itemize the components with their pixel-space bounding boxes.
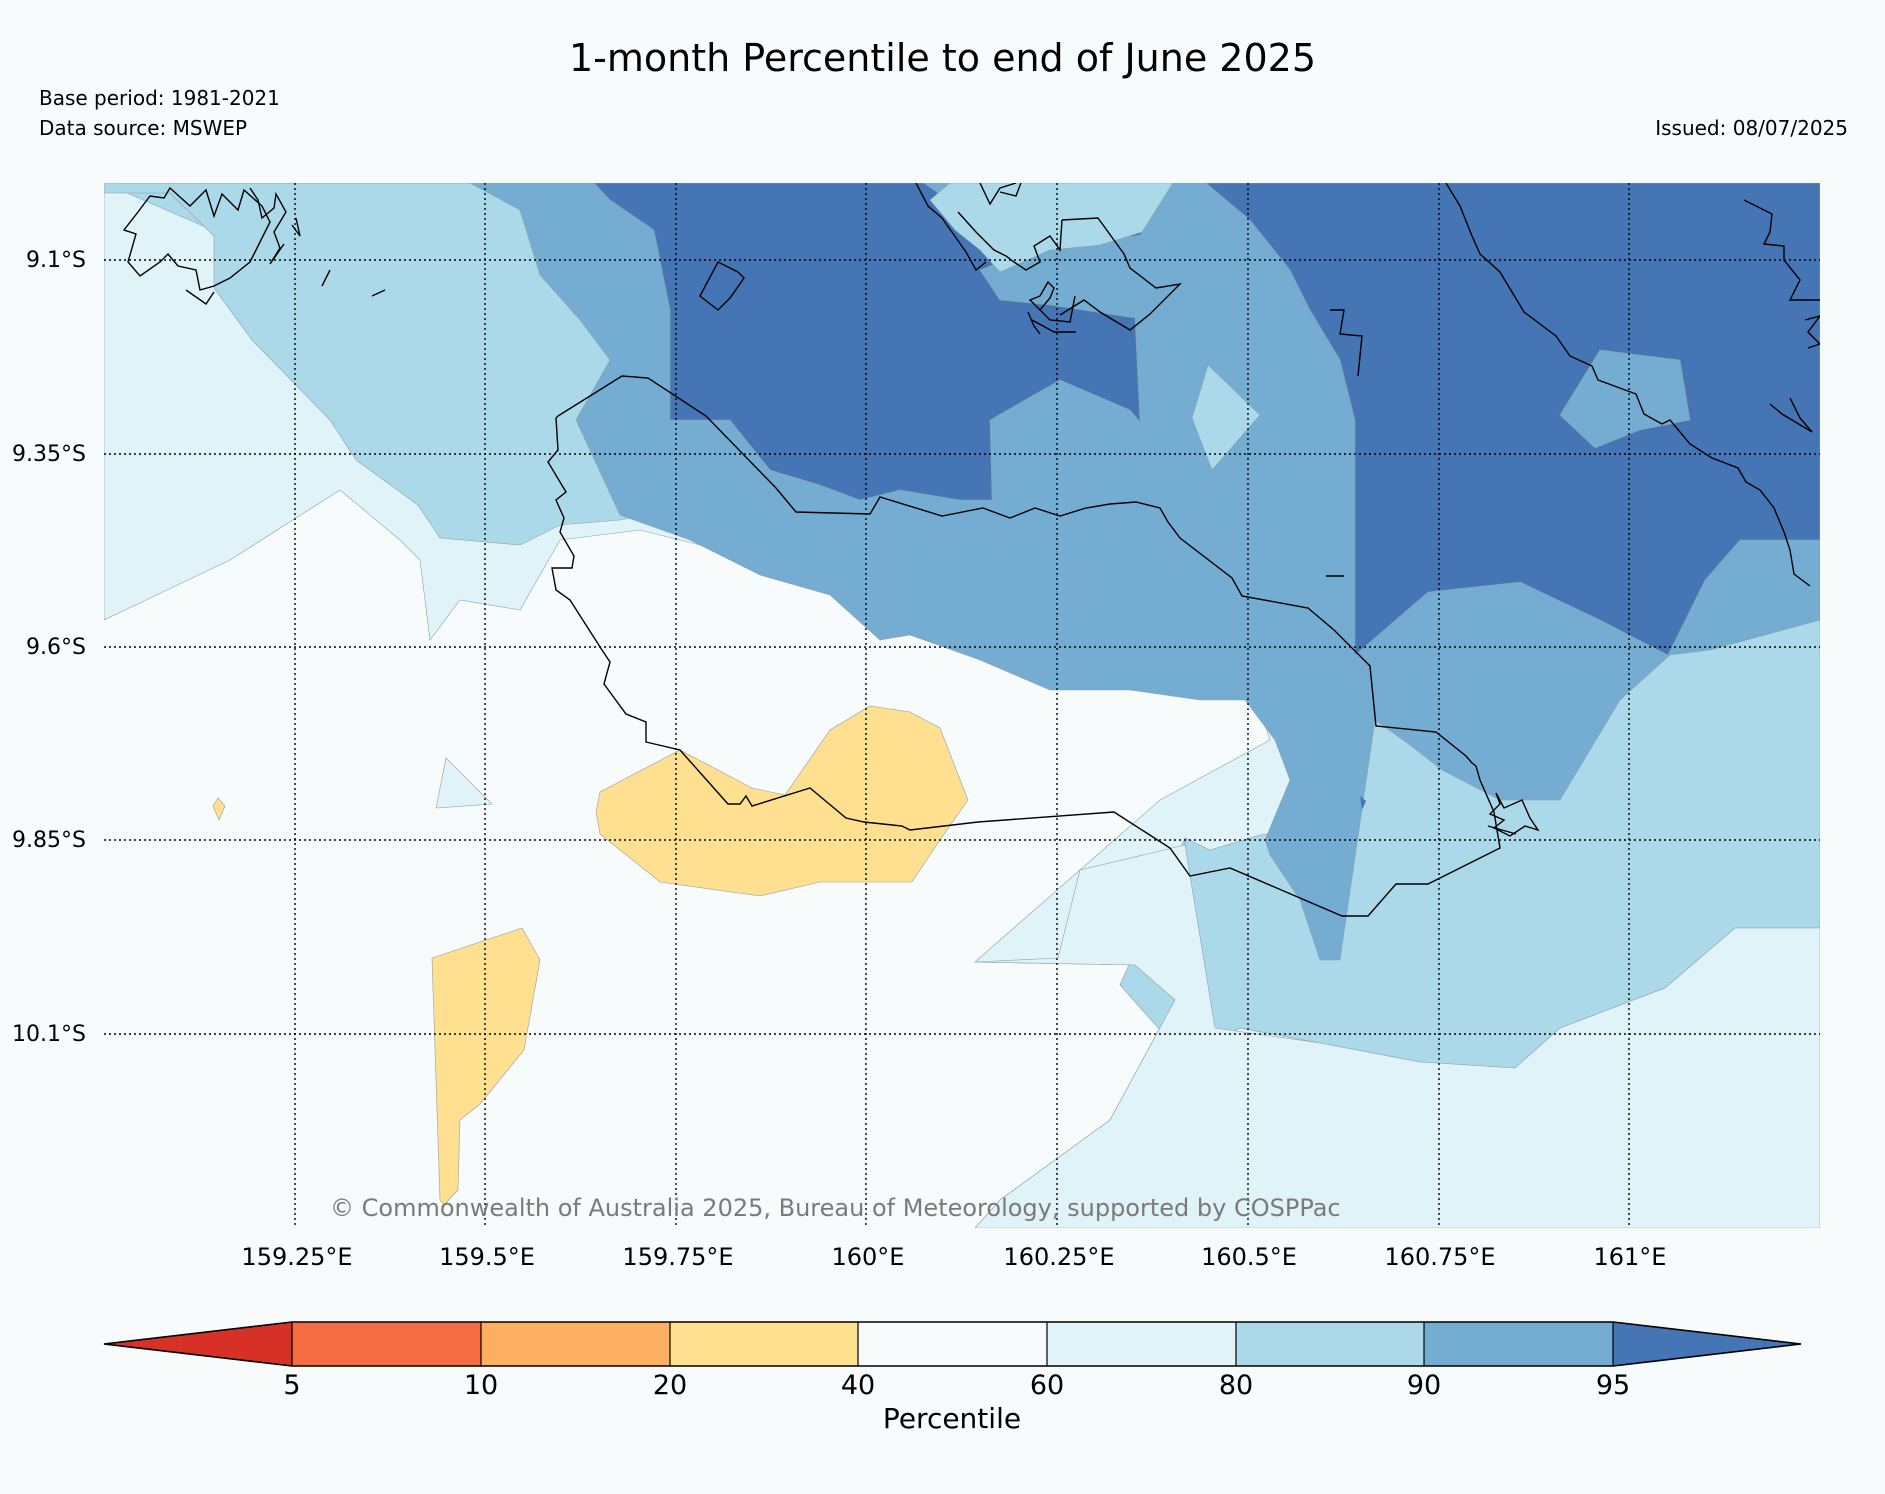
colorbar-tick-90: 90 — [1406, 1370, 1442, 1401]
colorbar-swatch-10-20 — [481, 1322, 670, 1366]
chart-title: 1-month Percentile to end of June 2025 — [569, 36, 1316, 80]
colorbar-tick-95: 95 — [1595, 1370, 1631, 1401]
colorbar-tick-40: 40 — [840, 1370, 876, 1401]
lon-label-160-5: 160.5°E — [1201, 1243, 1297, 1271]
colorbar-swatch-5-10 — [292, 1322, 481, 1366]
issued-date-label: Issued: 08/07/2025 — [1655, 116, 1848, 140]
band-20-40-area — [431, 927, 541, 1206]
lon-label-160: 160°E — [832, 1243, 905, 1271]
lon-label-160-25: 160.25°E — [1003, 1243, 1114, 1271]
colorbar-swatch-90-95 — [1424, 1322, 1613, 1366]
lon-label-159-25: 159.25°E — [241, 1243, 352, 1271]
band-20-40-area — [595, 705, 969, 897]
colorbar-tick-80: 80 — [1218, 1370, 1254, 1401]
colorbar-title: Percentile — [882, 1402, 1022, 1435]
coastline — [122, 183, 1820, 917]
data-source-label: Data source: MSWEP — [39, 116, 248, 140]
percentile-map — [104, 183, 1820, 1228]
colorbar-tick-5: 5 — [283, 1370, 301, 1401]
copyright-notice: © Commonwealth of Australia 2025, Bureau… — [330, 1194, 1341, 1222]
colorbar-swatch-above-95 — [1613, 1322, 1801, 1366]
band-90-95-area — [1559, 349, 1691, 449]
band-80-90-area — [1191, 364, 1261, 471]
colorbar-swatch-40-60 — [858, 1322, 1047, 1366]
colorbar-swatch-60-80 — [1047, 1322, 1236, 1366]
colorbar-tick-60: 60 — [1029, 1370, 1065, 1401]
lat-label-9-35: 9.35°S — [12, 442, 86, 467]
lon-label-160-75: 160.75°E — [1384, 1243, 1495, 1271]
band-95-plus-area — [1205, 183, 1820, 656]
lat-label-9-85: 9.85°S — [12, 828, 86, 853]
lat-label-10-1: 10.1°S — [12, 1022, 86, 1047]
band-60-80-area — [435, 757, 493, 809]
lon-label-159-75: 159.75°E — [622, 1243, 733, 1271]
colorbar — [103, 1321, 1802, 1367]
band-60-80-area — [974, 844, 1820, 1228]
colorbar-swatch-80-90 — [1236, 1322, 1424, 1366]
colorbar-tick-20: 20 — [652, 1370, 688, 1401]
colorbar-swatch-below-5 — [104, 1322, 292, 1366]
colorbar-swatch-20-40 — [670, 1322, 858, 1366]
graticule — [104, 183, 1820, 1228]
base-period-label: Base period: 1981-2021 — [39, 86, 280, 110]
lon-label-161: 161°E — [1594, 1243, 1667, 1271]
band-20-40-area — [212, 797, 226, 821]
colorbar-tick-10: 10 — [463, 1370, 499, 1401]
band-80-90-area — [929, 183, 1174, 273]
lat-label-9-6: 9.6°S — [26, 635, 86, 660]
lon-label-159-5: 159.5°E — [439, 1243, 535, 1271]
band-95-plus-area — [1360, 796, 1366, 810]
lat-label-9-1: 9.1°S — [26, 248, 86, 273]
